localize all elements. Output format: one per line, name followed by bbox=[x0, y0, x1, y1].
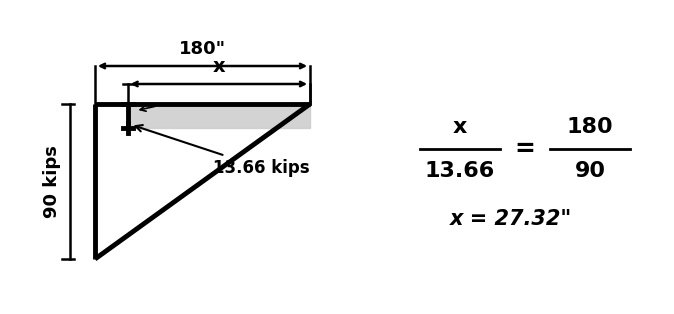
Text: 13.66 kips: 13.66 kips bbox=[135, 125, 309, 176]
Text: 13.66: 13.66 bbox=[425, 161, 495, 181]
Text: x = 27.32": x = 27.32" bbox=[450, 209, 572, 229]
Text: 90 kips: 90 kips bbox=[43, 145, 61, 218]
Text: =: = bbox=[514, 137, 535, 161]
Text: x: x bbox=[453, 117, 467, 137]
Text: x: x bbox=[212, 57, 225, 76]
Text: 180": 180" bbox=[179, 40, 226, 58]
Text: 180: 180 bbox=[567, 117, 613, 137]
Polygon shape bbox=[127, 104, 310, 127]
Text: 90: 90 bbox=[574, 161, 605, 181]
